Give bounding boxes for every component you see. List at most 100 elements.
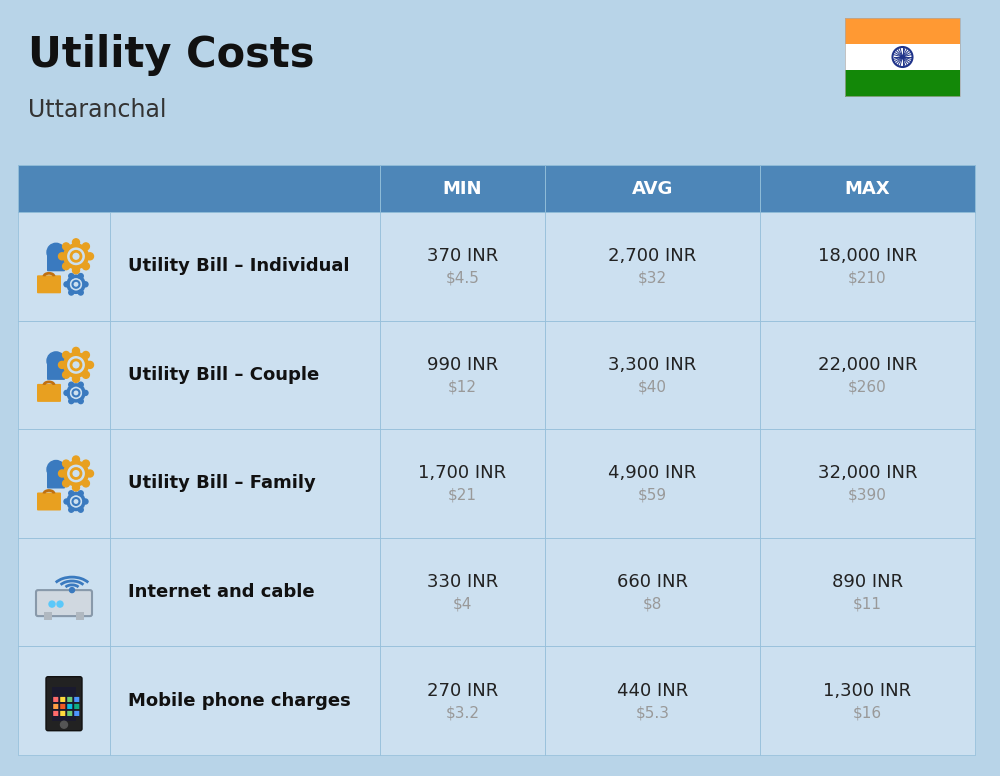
FancyBboxPatch shape xyxy=(18,429,110,538)
Text: $4: $4 xyxy=(453,597,472,611)
Text: $4.5: $4.5 xyxy=(446,271,479,286)
FancyBboxPatch shape xyxy=(760,429,975,538)
FancyBboxPatch shape xyxy=(18,646,110,755)
FancyBboxPatch shape xyxy=(18,320,110,429)
Circle shape xyxy=(83,499,88,504)
FancyBboxPatch shape xyxy=(110,538,380,646)
FancyBboxPatch shape xyxy=(760,538,975,646)
FancyBboxPatch shape xyxy=(37,275,61,293)
Circle shape xyxy=(72,239,80,246)
Circle shape xyxy=(63,371,70,378)
Text: MAX: MAX xyxy=(845,179,890,198)
FancyBboxPatch shape xyxy=(845,44,960,71)
Text: 270 INR: 270 INR xyxy=(427,681,498,700)
Circle shape xyxy=(69,490,74,496)
Text: MIN: MIN xyxy=(443,179,482,198)
FancyBboxPatch shape xyxy=(67,697,72,702)
FancyBboxPatch shape xyxy=(845,18,960,45)
FancyBboxPatch shape xyxy=(76,612,84,620)
Circle shape xyxy=(69,399,74,404)
Circle shape xyxy=(78,490,83,496)
Text: $390: $390 xyxy=(848,488,887,503)
Text: $210: $210 xyxy=(848,271,887,286)
FancyBboxPatch shape xyxy=(380,165,545,212)
FancyBboxPatch shape xyxy=(110,212,380,320)
Circle shape xyxy=(82,352,89,359)
FancyBboxPatch shape xyxy=(52,687,76,721)
Text: 440 INR: 440 INR xyxy=(617,681,688,700)
Text: 32,000 INR: 32,000 INR xyxy=(818,465,917,483)
FancyBboxPatch shape xyxy=(47,469,65,489)
Text: Utility Bill – Family: Utility Bill – Family xyxy=(128,474,316,493)
Circle shape xyxy=(64,282,69,287)
Text: $3.2: $3.2 xyxy=(446,705,480,720)
Text: 4,900 INR: 4,900 INR xyxy=(608,465,697,483)
FancyBboxPatch shape xyxy=(760,212,975,320)
Circle shape xyxy=(69,274,74,279)
FancyBboxPatch shape xyxy=(760,320,975,429)
Text: $5.3: $5.3 xyxy=(636,705,670,720)
FancyBboxPatch shape xyxy=(67,704,72,709)
Circle shape xyxy=(87,470,94,477)
Text: Uttaranchal: Uttaranchal xyxy=(28,98,166,122)
Text: $260: $260 xyxy=(848,379,887,394)
Text: $40: $40 xyxy=(638,379,667,394)
FancyBboxPatch shape xyxy=(380,320,545,429)
Circle shape xyxy=(72,267,80,274)
Circle shape xyxy=(63,263,70,270)
Text: 370 INR: 370 INR xyxy=(427,248,498,265)
Circle shape xyxy=(70,587,74,593)
Circle shape xyxy=(60,721,68,728)
Text: Mobile phone charges: Mobile phone charges xyxy=(128,691,351,710)
FancyBboxPatch shape xyxy=(37,384,61,402)
FancyBboxPatch shape xyxy=(44,612,52,620)
Circle shape xyxy=(78,508,83,512)
Circle shape xyxy=(72,348,80,355)
Circle shape xyxy=(58,253,66,260)
Text: Utility Bill – Individual: Utility Bill – Individual xyxy=(128,258,350,275)
Text: Utility Costs: Utility Costs xyxy=(28,34,314,76)
Circle shape xyxy=(49,601,55,607)
FancyBboxPatch shape xyxy=(110,646,380,755)
Circle shape xyxy=(58,470,66,477)
FancyBboxPatch shape xyxy=(36,590,92,616)
FancyBboxPatch shape xyxy=(18,538,110,646)
FancyBboxPatch shape xyxy=(60,711,65,716)
Circle shape xyxy=(901,56,904,58)
FancyBboxPatch shape xyxy=(53,704,58,709)
Text: $11: $11 xyxy=(853,597,882,611)
Circle shape xyxy=(78,382,83,387)
FancyBboxPatch shape xyxy=(53,711,58,716)
Circle shape xyxy=(82,243,89,250)
Circle shape xyxy=(78,399,83,404)
Circle shape xyxy=(72,376,80,383)
FancyBboxPatch shape xyxy=(845,70,960,97)
FancyBboxPatch shape xyxy=(380,538,545,646)
Circle shape xyxy=(87,362,94,369)
FancyBboxPatch shape xyxy=(47,251,65,272)
Circle shape xyxy=(72,484,80,491)
Circle shape xyxy=(58,362,66,369)
Text: $8: $8 xyxy=(643,597,662,611)
Text: $59: $59 xyxy=(638,488,667,503)
FancyBboxPatch shape xyxy=(110,320,380,429)
FancyBboxPatch shape xyxy=(18,212,110,320)
Circle shape xyxy=(83,390,88,396)
Text: $16: $16 xyxy=(853,705,882,720)
Text: 330 INR: 330 INR xyxy=(427,573,498,591)
Circle shape xyxy=(82,460,89,467)
Text: 2,700 INR: 2,700 INR xyxy=(608,248,697,265)
Text: 1,300 INR: 1,300 INR xyxy=(823,681,912,700)
FancyBboxPatch shape xyxy=(60,704,65,709)
Text: 990 INR: 990 INR xyxy=(427,356,498,374)
Text: AVG: AVG xyxy=(632,179,673,198)
FancyBboxPatch shape xyxy=(760,646,975,755)
Text: 660 INR: 660 INR xyxy=(617,573,688,591)
FancyBboxPatch shape xyxy=(545,212,760,320)
Circle shape xyxy=(47,244,65,262)
Text: 18,000 INR: 18,000 INR xyxy=(818,248,917,265)
Circle shape xyxy=(63,460,70,467)
Text: 3,300 INR: 3,300 INR xyxy=(608,356,697,374)
Circle shape xyxy=(78,274,83,279)
Circle shape xyxy=(82,263,89,270)
